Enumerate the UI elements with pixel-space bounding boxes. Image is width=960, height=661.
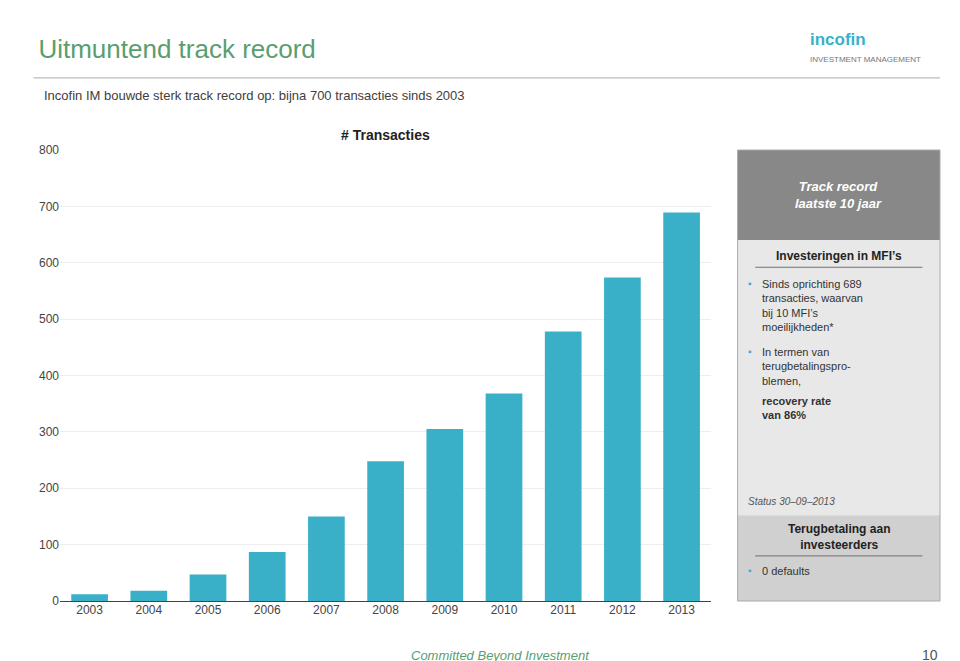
svg-text:▪: ▪: [748, 565, 752, 576]
svg-text:2011: 2011: [550, 603, 576, 617]
svg-text:Sinds oprichting 689transactie: Sinds oprichting 689transacties, waarvan…: [762, 278, 863, 333]
svg-text:2007: 2007: [313, 603, 340, 617]
svg-text:Track recordlaatste 10 jaar: Track recordlaatste 10 jaar: [795, 179, 882, 211]
svg-text:400: 400: [39, 369, 59, 383]
svg-text:Investeringen in MFI’s: Investeringen in MFI’s: [776, 249, 902, 263]
svg-text:Committed Beyond Investment: Committed Beyond Investment: [411, 648, 590, 661]
svg-text:600: 600: [39, 256, 59, 270]
svg-text:Incofin IM bouwde sterk track: Incofin IM bouwde sterk track record op:…: [44, 88, 465, 103]
svg-text:2003: 2003: [76, 603, 103, 617]
svg-text:100: 100: [39, 538, 59, 552]
svg-text:2013: 2013: [668, 603, 695, 617]
svg-text:2006: 2006: [254, 603, 281, 617]
svg-text:2005: 2005: [195, 603, 222, 617]
svg-text:2004: 2004: [135, 603, 162, 617]
svg-text:Status 30–09–2013: Status 30–09–2013: [748, 496, 835, 507]
svg-text:10: 10: [922, 647, 938, 661]
svg-text:2012: 2012: [609, 603, 636, 617]
svg-text:recovery ratevan 86%: recovery ratevan 86%: [762, 395, 831, 421]
svg-text:0: 0: [52, 594, 59, 608]
svg-text:Uitmuntend track record: Uitmuntend track record: [38, 34, 315, 64]
svg-text:Terugbetaling aaninvesteerders: Terugbetaling aaninvesteerders: [788, 522, 890, 552]
svg-text:500: 500: [39, 312, 59, 326]
svg-text:▪: ▪: [748, 278, 752, 289]
svg-text:In termen vanterugbetalingspro: In termen vanterugbetalingspro-blemen,: [762, 346, 851, 387]
svg-text:INVESTMENT MANAGEMENT: INVESTMENT MANAGEMENT: [810, 55, 921, 64]
svg-text:300: 300: [39, 425, 59, 439]
svg-text:2010: 2010: [491, 603, 518, 617]
svg-text:0 defaults: 0 defaults: [762, 565, 810, 577]
svg-text:▪: ▪: [748, 346, 752, 357]
svg-text:200: 200: [39, 481, 59, 495]
svg-text:800: 800: [39, 143, 59, 157]
svg-text:700: 700: [39, 200, 59, 214]
svg-text:2008: 2008: [372, 603, 399, 617]
svg-text:incofin: incofin: [810, 30, 866, 49]
svg-text:2009: 2009: [431, 603, 458, 617]
svg-text:# Transacties: # Transacties: [341, 127, 430, 143]
